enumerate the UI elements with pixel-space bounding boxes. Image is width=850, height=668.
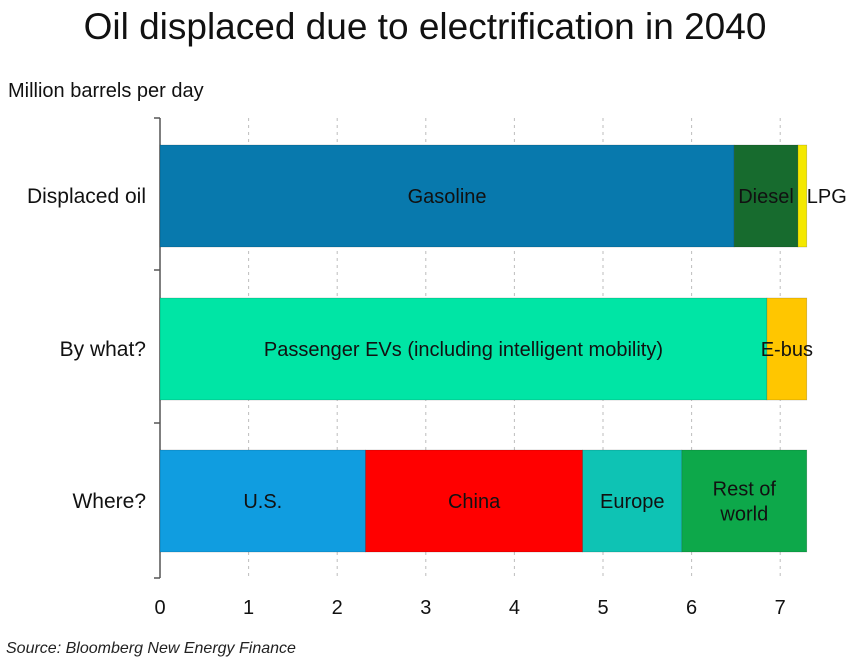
category-label-0: Displaced oil	[27, 185, 146, 208]
segment-label-diesel: Diesel	[738, 186, 794, 208]
bar-segment-rest-of-world	[682, 450, 807, 552]
stacked-bar-chart: 0 1 2 3 4 5 6 7 Displaced oil Gasoline Diesel LPG By…	[0, 0, 850, 668]
category-label-2: Where?	[72, 490, 146, 513]
x-tick-label-4: 4	[509, 597, 520, 619]
x-tick-label-6: 6	[686, 597, 697, 619]
x-tick-label-2: 2	[332, 597, 343, 619]
segment-label-lpg: LPG	[807, 186, 847, 208]
x-tick-label-0: 0	[154, 597, 165, 619]
segment-label-europe: Europe	[600, 491, 665, 513]
x-tick-label-5: 5	[597, 597, 608, 619]
segment-label-passenger-evs-including-intelligent-mobility: Passenger EVs (including intelligent mob…	[264, 339, 663, 361]
x-tick-label-7: 7	[775, 597, 786, 619]
segment-label-e-bus: E-bus	[761, 339, 813, 361]
segment-label-u-s: U.S.	[243, 491, 282, 513]
segment-label-gasoline: Gasoline	[408, 186, 487, 208]
category-label-1: By what?	[60, 338, 146, 361]
source-note: Source: Bloomberg New Energy Finance	[6, 640, 296, 658]
x-tick-label-1: 1	[243, 597, 254, 619]
bar-segment-lpg	[798, 145, 807, 247]
x-tick-label-3: 3	[420, 597, 431, 619]
segment-label-china: China	[448, 491, 501, 513]
